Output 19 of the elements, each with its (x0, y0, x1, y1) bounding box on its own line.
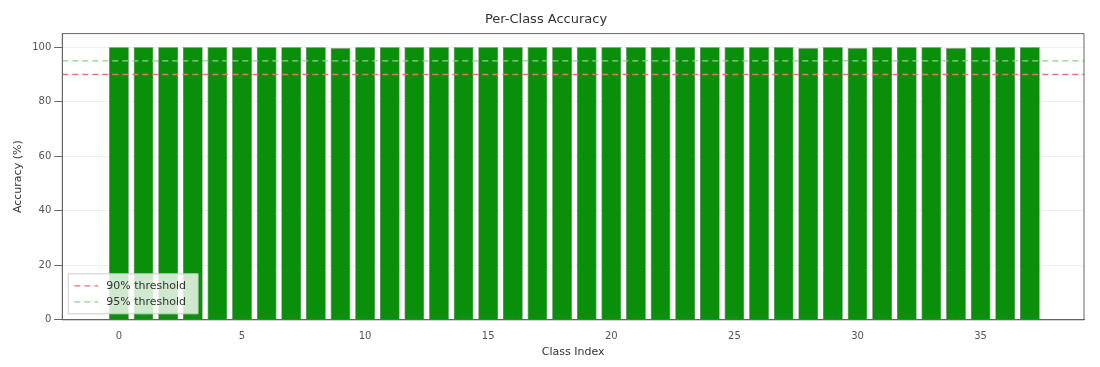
x-tick-label: 20 (604, 330, 618, 342)
x-tick-label: 15 (481, 330, 495, 342)
x-axis-title: Class Index (541, 345, 605, 359)
y-axis-title: Accuracy (%) (11, 140, 25, 214)
x-tick-label: 30 (851, 330, 864, 342)
x-tick-label: 25 (728, 330, 741, 342)
legend-label: 90% threshold (106, 278, 187, 292)
y-tick-label: 0 (44, 313, 52, 325)
x-tick-label: 35 (974, 330, 987, 342)
legend-label: 95% threshold (106, 294, 187, 308)
x-tick-label: 0 (115, 330, 123, 342)
y-tick-label: 20 (38, 258, 52, 270)
chart-title: Per-Class Accuracy (484, 11, 608, 27)
x-tick-label: 10 (358, 330, 372, 342)
y-tick-label: 40 (38, 204, 52, 216)
y-tick-label: 60 (38, 149, 52, 161)
x-tick-label: 5 (238, 330, 246, 342)
y-tick-label: 100 (32, 40, 52, 52)
y-tick-label: 80 (38, 95, 52, 107)
